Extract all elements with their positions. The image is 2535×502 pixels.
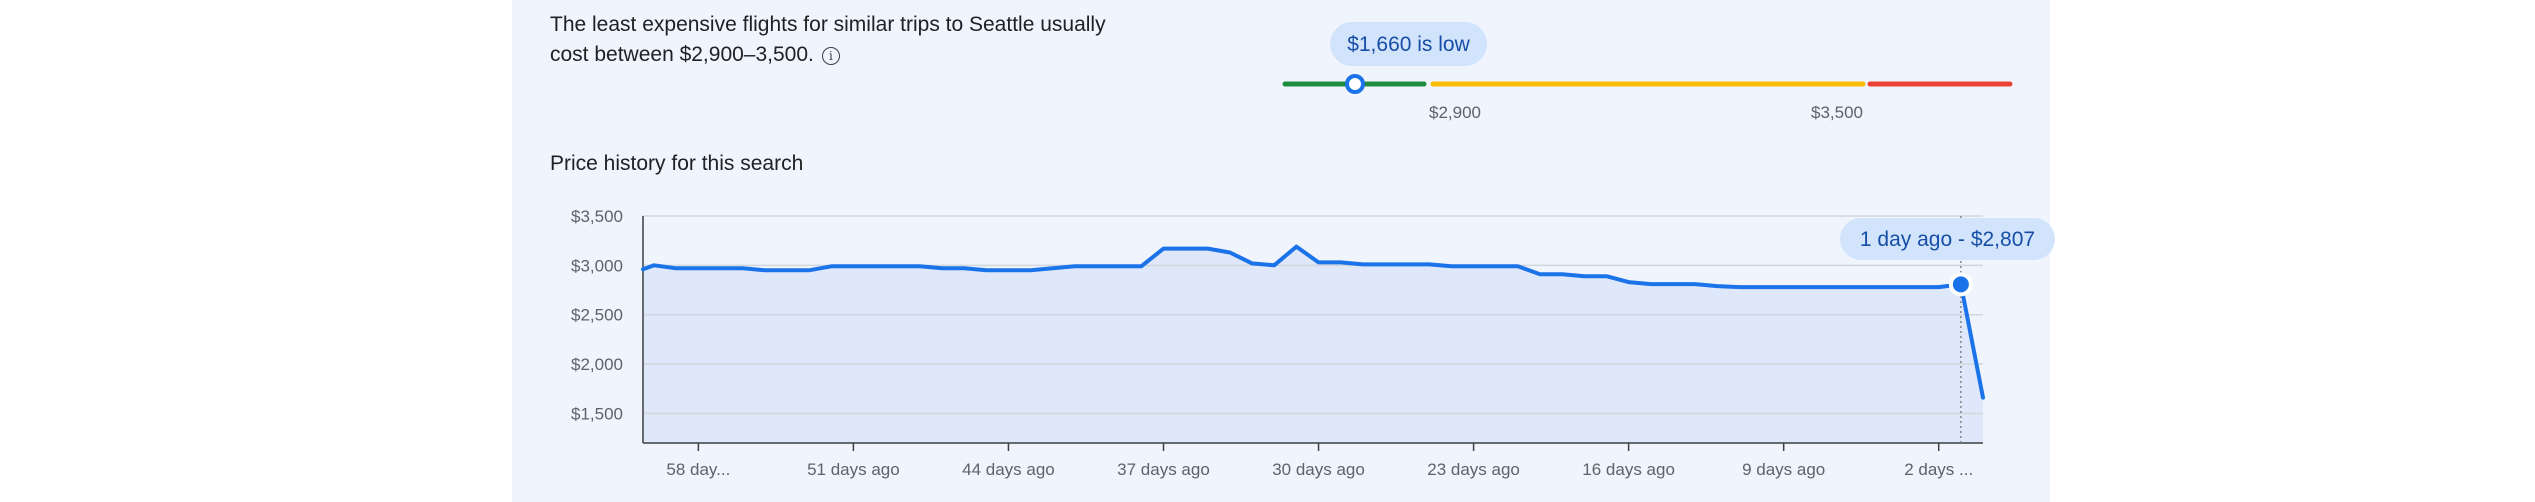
y-tick-label: $3,000 xyxy=(571,256,623,275)
x-tick-label: 30 days ago xyxy=(1272,460,1365,479)
current-price-marker xyxy=(1345,74,1365,94)
x-tick-label: 58 day... xyxy=(666,460,730,479)
price-summary-range: cost between $2,900–3,500. xyxy=(550,43,814,66)
x-tick-label: 16 days ago xyxy=(1582,460,1675,479)
price-summary-line-2: cost between $2,900–3,500. i xyxy=(550,40,1130,70)
highlight-point[interactable] xyxy=(1952,276,1969,293)
price-summary-line-1: The least expensive flights for similar … xyxy=(550,13,1106,36)
price-line xyxy=(641,244,1985,400)
current-price-badge xyxy=(1330,22,1487,66)
tooltip-bubble xyxy=(1840,218,2055,260)
info-icon[interactable]: i xyxy=(821,47,840,65)
price-history-chart[interactable]: $3,500 $3,000 $2,500 $2,000 $1,500 58 day... 5… xyxy=(571,207,1985,479)
x-tick-label: 23 days ago xyxy=(1427,460,1520,479)
x-tick-label: 37 days ago xyxy=(1117,460,1210,479)
y-tick-label: $3,500 xyxy=(571,207,623,226)
high-threshold-label: $3,500 xyxy=(1811,103,1863,122)
price-summary: The least expensive flights for similar … xyxy=(550,10,1130,70)
price-range-meter: $1,660 is low $2,900 $3,500 xyxy=(1282,22,2013,122)
y-tick-label: $2,500 xyxy=(571,306,623,325)
price-area-fill xyxy=(643,246,1983,443)
current-price-label: $1,660 is low xyxy=(1347,33,1470,56)
x-tick-label: 44 days ago xyxy=(962,460,1055,479)
x-tick-label: 51 days ago xyxy=(807,460,900,479)
y-tick-label: $2,000 xyxy=(571,355,623,374)
low-threshold-label: $2,900 xyxy=(1429,103,1481,122)
x-tick-label: 2 days ... xyxy=(1904,460,1973,479)
x-tick-label: 9 days ago xyxy=(1742,460,1825,479)
tooltip-label: 1 day ago - $2,807 xyxy=(1860,228,2035,251)
y-tick-label: $1,500 xyxy=(571,404,623,423)
price-history-title: Price history for this search xyxy=(550,152,804,175)
price-tooltip: 1 day ago - $2,807 xyxy=(1840,218,2055,260)
